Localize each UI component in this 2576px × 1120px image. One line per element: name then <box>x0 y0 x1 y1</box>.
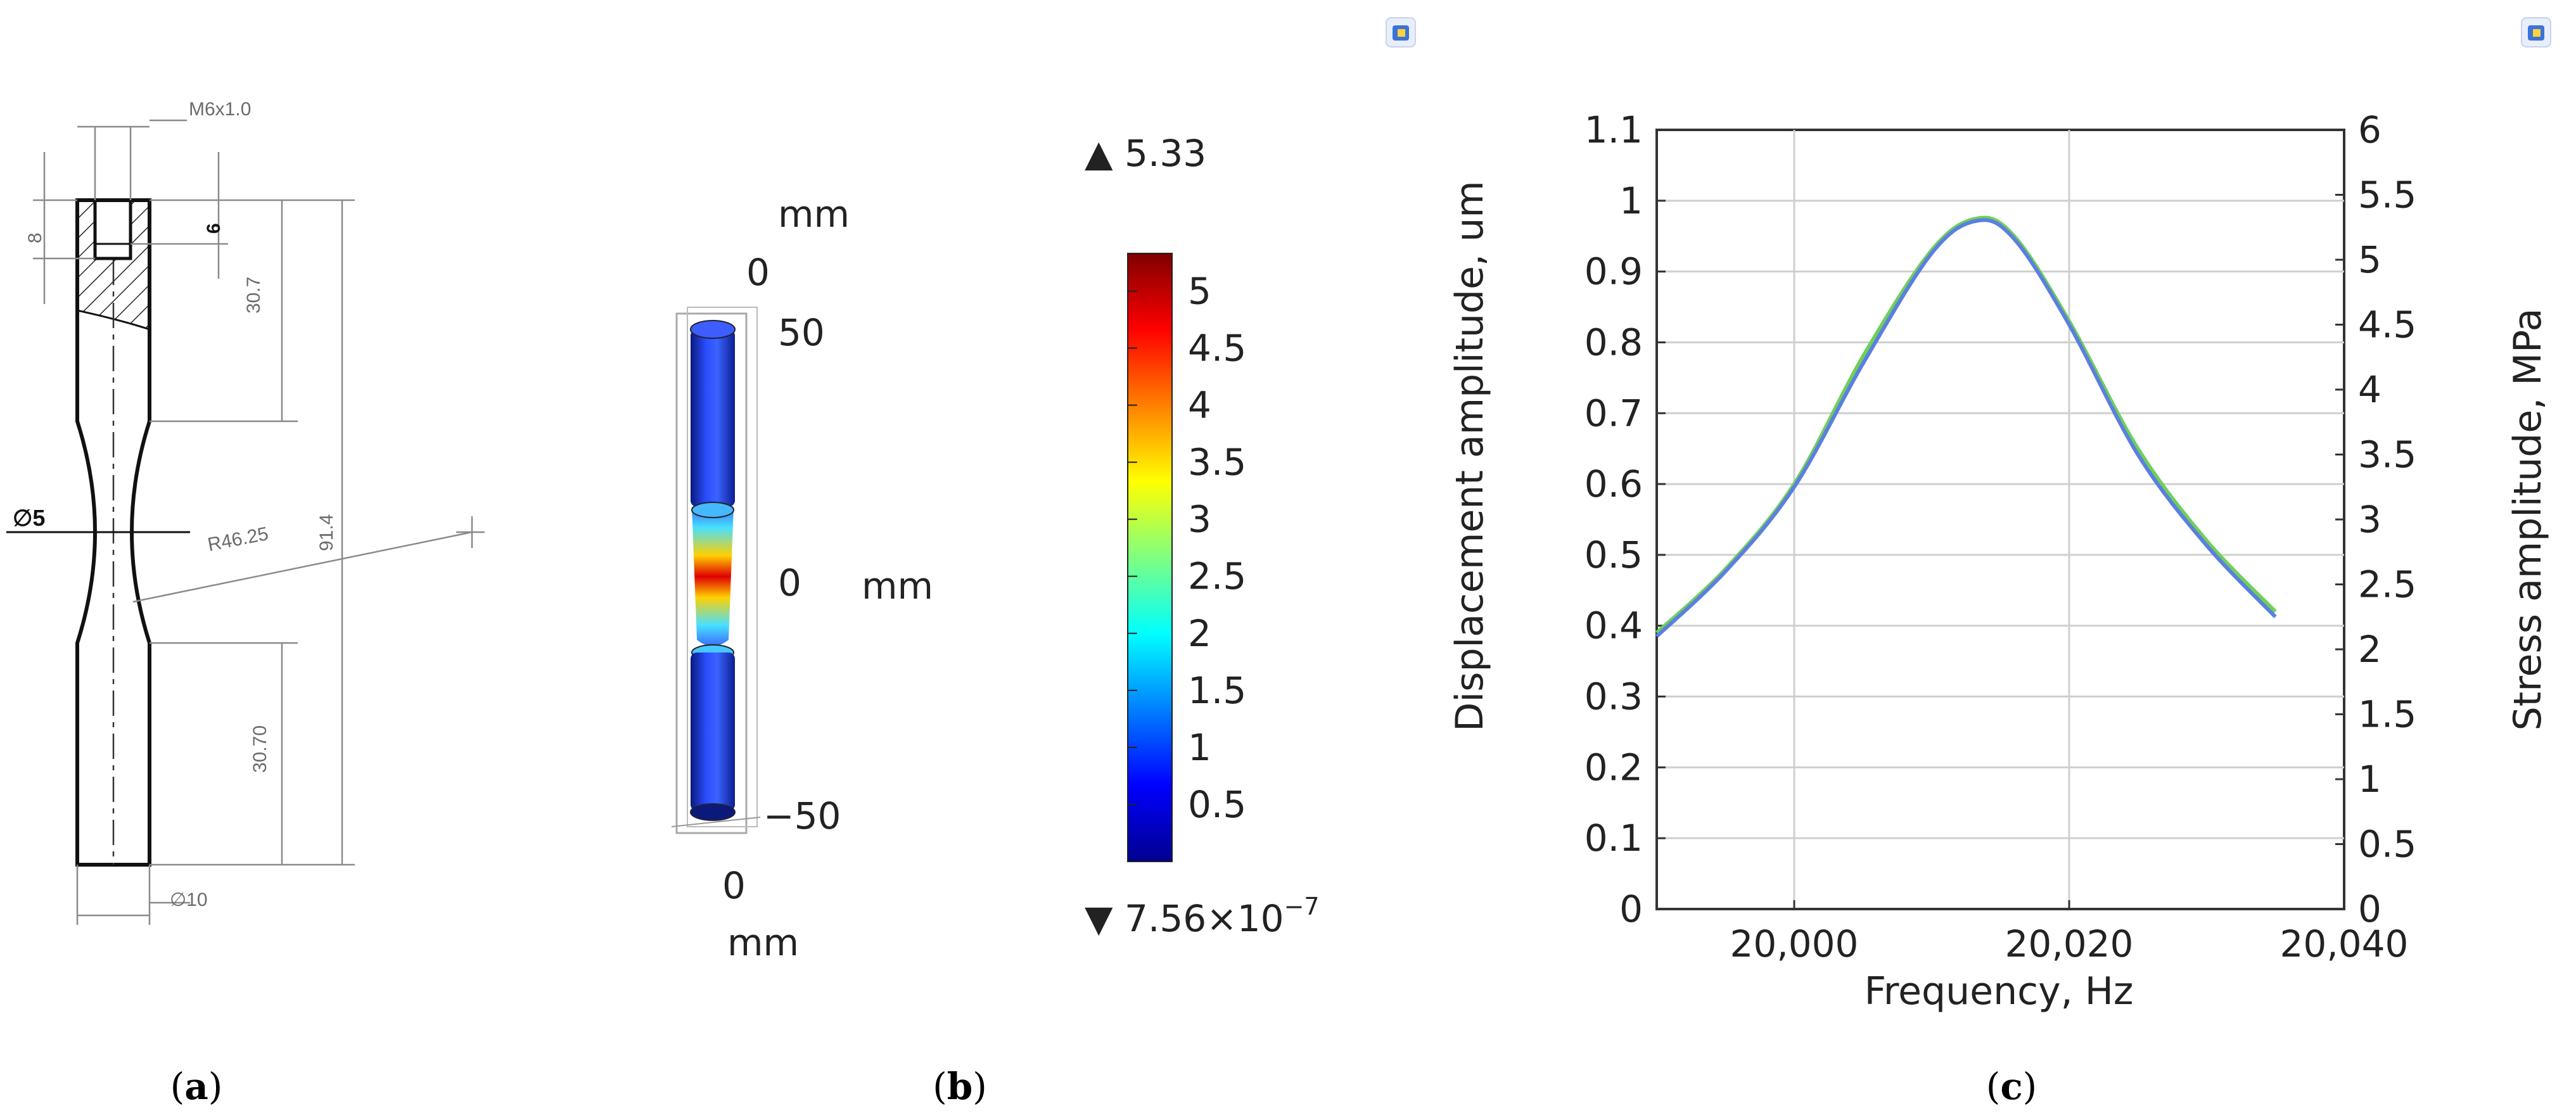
y2-tick-label: 6 <box>2358 108 2382 151</box>
caption-c: (c) <box>1986 1065 2037 1108</box>
y2-tick-label: 5 <box>2358 238 2382 281</box>
colorbar <box>1127 253 1173 862</box>
model-tick-z50: 50 <box>778 311 825 354</box>
model-upper-grip <box>691 329 735 507</box>
comsol-logo-icon <box>1386 17 1416 48</box>
caption-a: (a) <box>170 1065 223 1108</box>
y-axis-label: Displacement amplitude, um <box>1448 181 1492 731</box>
y-tick-label: 0.7 <box>1584 391 1643 435</box>
dim-thread: M6x1.0 <box>189 99 251 120</box>
y-ticks-left: 0 0.1 0.2 0.3 0.4 0.5 0.6 0.7 0.8 0.9 1 1.1 <box>1584 108 1666 931</box>
model-unit-top: mm <box>778 193 850 236</box>
panel-c-chart: 0 0.1 0.2 0.3 0.4 0.5 0.6 0.7 0.8 0.9 1 1.1 0 0.5 1 1.… <box>1448 108 2550 1014</box>
colorbar-tick-label: 1.5 <box>1188 669 1246 712</box>
colorbar-tick-label: 3.5 <box>1188 441 1246 484</box>
y-tick-label: 0.6 <box>1584 462 1643 506</box>
colorbar-tick-label: 5 <box>1188 269 1211 312</box>
dim-top-length: 30.7 <box>243 277 264 314</box>
panel-a-drawing: M6x1.0 8 6 30.7 91.4 30.70 R46.25 ∅5 ∅10 <box>6 99 485 925</box>
colorbar-min-mantissa: ▼ 7.56×10 <box>1085 897 1284 940</box>
colorbar-tick-label: 2 <box>1188 612 1211 655</box>
dim-thread-length: 8 <box>25 232 46 243</box>
series-group <box>1655 215 2277 638</box>
y2-tick-label: 4.5 <box>2358 303 2416 347</box>
series-line-stress-amplitude <box>1655 218 2277 638</box>
dim-shaft-diameter: ∅10 <box>170 889 208 910</box>
colorbar-tick-label: 4 <box>1188 384 1211 427</box>
dim-bottom-length: 30.70 <box>250 725 271 773</box>
colorbar-tick-label: 2.5 <box>1188 555 1246 598</box>
y2-tick-label: 2 <box>2358 628 2382 671</box>
y-tick-label: 0.4 <box>1584 604 1643 647</box>
colorbar-tick-label: 1 <box>1188 726 1211 769</box>
colorbar-tick-label: 4.5 <box>1188 326 1246 369</box>
plot-area <box>1655 129 2345 910</box>
y-tick-label: 0 <box>1619 888 1643 931</box>
y-tick-label: 0.1 <box>1584 817 1643 860</box>
x-axis-label: Frequency, Hz <box>1865 969 2134 1014</box>
y2-tick-label: 1 <box>2358 758 2382 801</box>
y-tick-label: 0.9 <box>1584 250 1643 293</box>
colorbar-ticks: 5 4.5 4 3.5 3 2.5 2 1.5 1 0.5 <box>1128 269 1246 826</box>
y-tick-label: 1.1 <box>1584 108 1643 151</box>
comsol-logo-icon-2 <box>2521 17 2551 48</box>
caption-b-letter: b <box>947 1065 973 1108</box>
colorbar-max: ▲ 5.33 <box>1085 132 1206 175</box>
panel-b-model: mm 0 50 0 mm −50 0 mm 5 4.5 4 3.5 3 2.5 2 1.5 1 0… <box>671 132 1320 964</box>
dim-radius: R46.25 <box>206 523 270 556</box>
dim-neck-diameter: ∅5 <box>13 505 45 531</box>
caption-c-letter: c <box>2000 1065 2022 1108</box>
colorbar-min: ▼ 7.56×10−7 <box>1085 893 1320 940</box>
y2-tick-label: 5.5 <box>2358 174 2416 217</box>
colorbar-tick-label: 3 <box>1188 498 1211 541</box>
y2-tick-label: 4 <box>2358 368 2382 411</box>
caption-a-letter: a <box>184 1065 208 1108</box>
grid <box>1657 130 2344 909</box>
model-unit-right: mm <box>862 564 933 608</box>
model-tick-x0: 0 <box>722 864 746 907</box>
y-tick-label: 1 <box>1619 179 1643 222</box>
colorbar-min-exponent: −7 <box>1284 893 1320 920</box>
y2-tick-label: 2.5 <box>2358 563 2416 606</box>
x-tick-label: 20,040 <box>2280 922 2409 965</box>
threaded-hole <box>93 198 132 260</box>
y-ticks-right: 0 0.5 1 1.5 2 2.5 3 3.5 4 4.5 5 5.5 6 <box>2335 108 2416 931</box>
model-tick-z0: 0 <box>746 251 770 294</box>
model-tick-zm50: −50 <box>763 794 841 837</box>
y2-tick-label: 3.5 <box>2358 433 2416 476</box>
x-ticks: 20,000 20,020 20,040 <box>1730 900 2409 965</box>
y-tick-label: 0.3 <box>1584 675 1643 718</box>
y-tick-label: 0.5 <box>1584 533 1643 576</box>
model-unit-bottom: mm <box>727 921 799 964</box>
y2-tick-label: 0.5 <box>2358 823 2416 866</box>
dim-total-length: 91.4 <box>316 514 337 551</box>
x-tick-label: 20,000 <box>1730 922 1859 965</box>
y2-tick-label: 3 <box>2358 498 2382 541</box>
colorbar-tick-label: 0.5 <box>1188 783 1246 826</box>
dim-hole-depth: 6 <box>203 223 224 234</box>
caption-b: (b) <box>933 1065 987 1108</box>
x-tick-label: 20,020 <box>2005 922 2134 965</box>
model-lower-grip <box>691 652 735 811</box>
y2-axis-label: Stress amplitude, MPa <box>2506 309 2550 731</box>
y-tick-label: 0.8 <box>1584 321 1643 364</box>
model-gauge-section <box>692 507 734 646</box>
model-tick-y0: 0 <box>778 561 801 604</box>
y-tick-label: 0.2 <box>1584 746 1643 789</box>
y2-tick-label: 1.5 <box>2358 693 2416 736</box>
y2-tick-label: 0 <box>2358 888 2382 931</box>
